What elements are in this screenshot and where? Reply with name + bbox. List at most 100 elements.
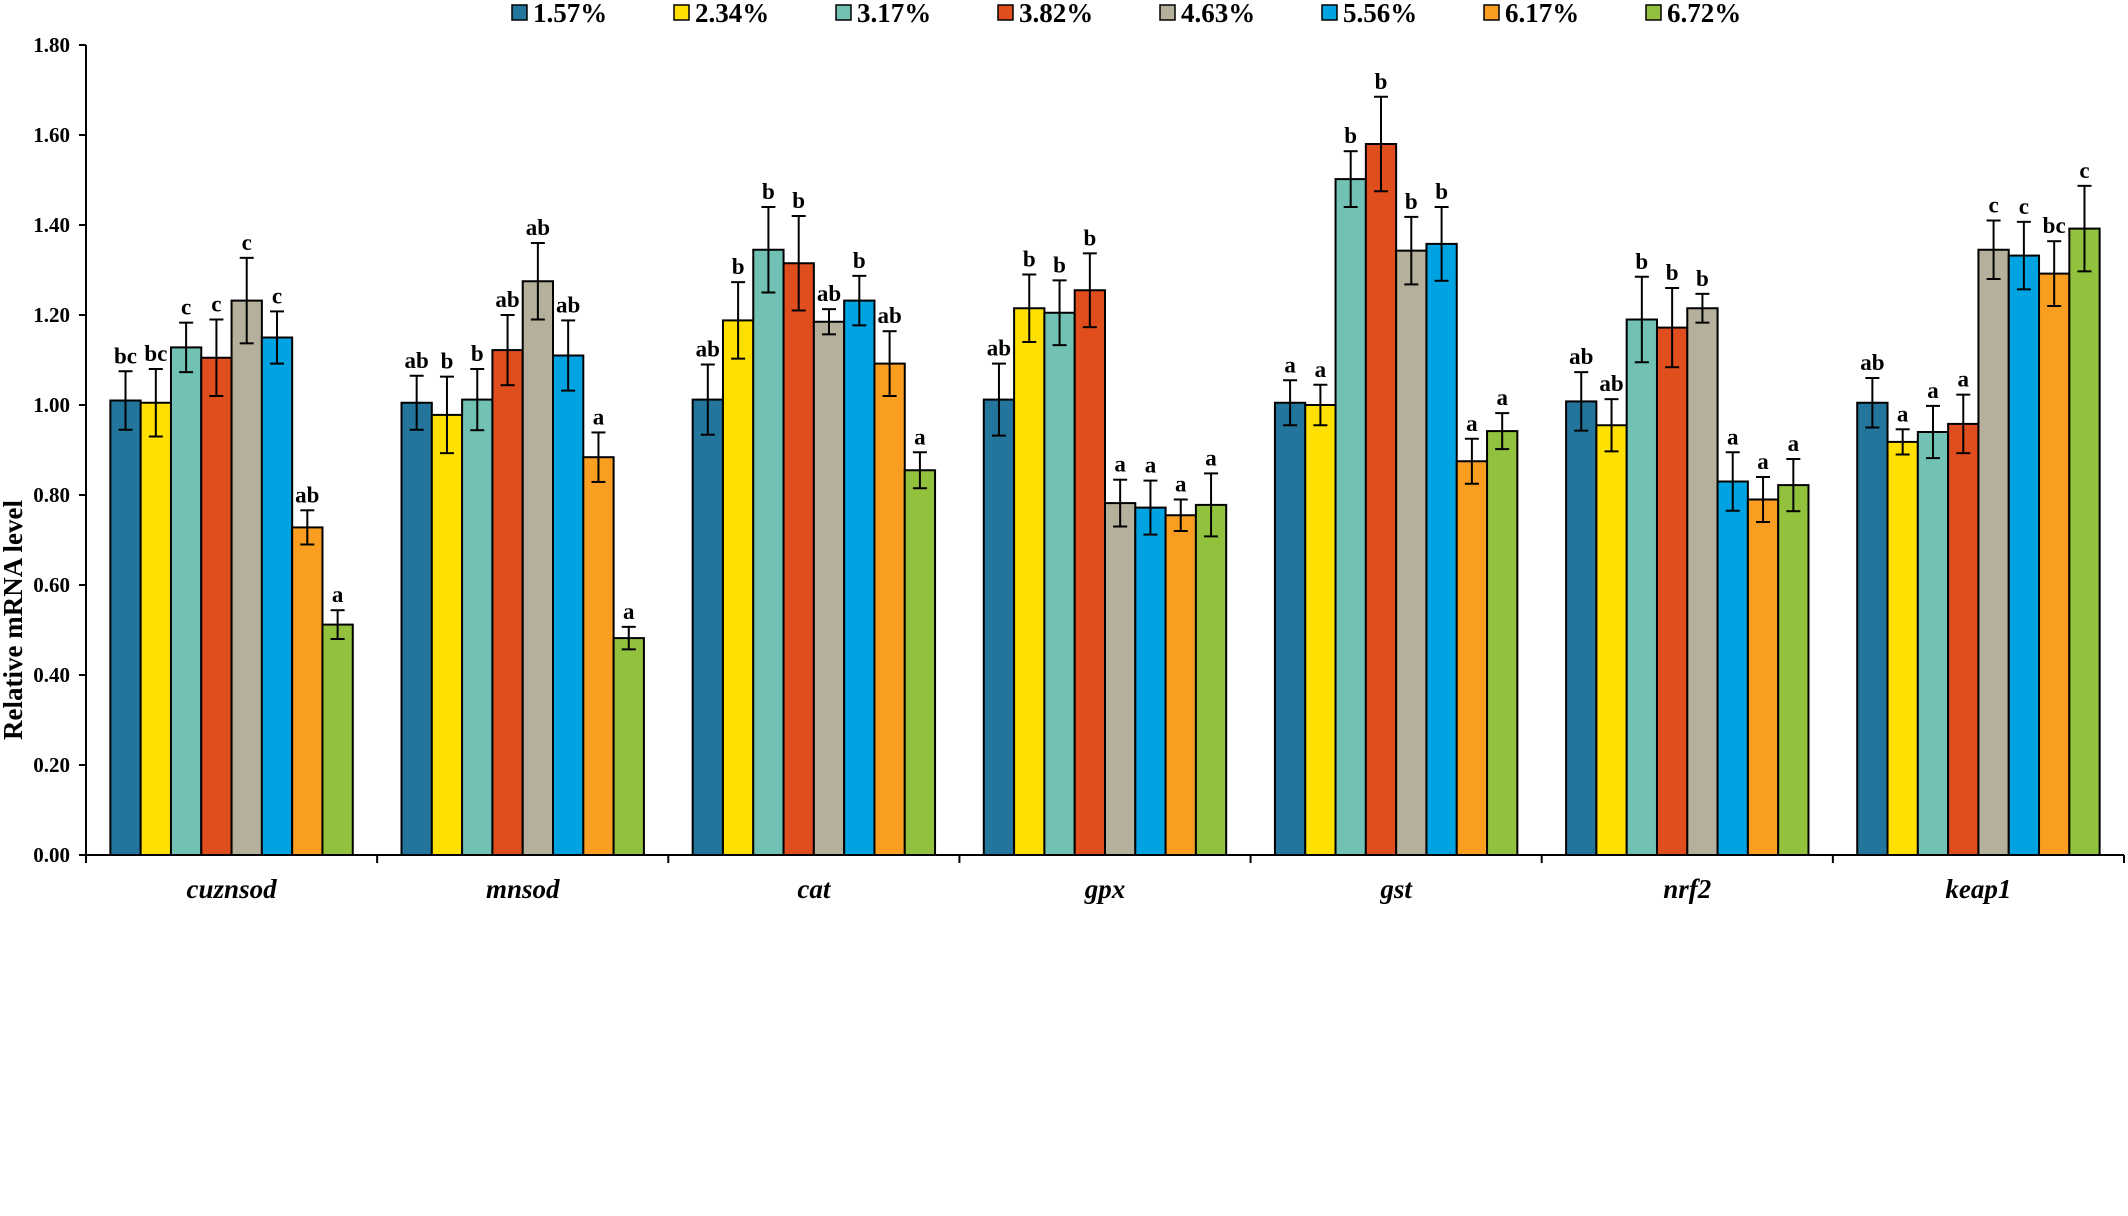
significance-label: a — [1757, 449, 1769, 474]
significance-label: a — [593, 404, 605, 429]
bar — [721, 319, 755, 856]
y-tick-label: 1.00 — [33, 393, 70, 417]
bar — [2038, 272, 2071, 857]
bar — [1716, 480, 1749, 856]
bar — [1395, 249, 1428, 856]
y-tick-label: 1.60 — [33, 123, 70, 147]
legend-label: 1.57% — [533, 0, 607, 28]
significance-label: c — [272, 283, 282, 308]
bar — [139, 401, 172, 856]
significance-label: b — [853, 248, 866, 273]
bar — [1486, 430, 1519, 856]
bar — [1104, 502, 1137, 856]
significance-label: a — [623, 599, 635, 624]
x-category-label: cuznsod — [187, 874, 278, 904]
bar — [1425, 242, 1458, 856]
significance-label: b — [792, 188, 805, 213]
significance-label: a — [1145, 453, 1157, 478]
significance-label: b — [1435, 179, 1448, 204]
legend-label: 5.56% — [1343, 0, 1417, 28]
significance-label: b — [1696, 266, 1709, 291]
bar — [812, 320, 846, 856]
significance-label: ab — [1860, 350, 1884, 375]
significance-label: a — [914, 424, 926, 449]
legend-label: 3.17% — [857, 0, 931, 28]
x-category-label: mnsod — [486, 874, 560, 904]
bar — [430, 413, 464, 856]
bar — [1777, 484, 1810, 856]
bar — [200, 356, 233, 856]
significance-label: a — [1175, 472, 1187, 497]
significance-label: b — [1635, 249, 1648, 274]
legend-label: 6.17% — [1505, 0, 1579, 28]
significance-label: a — [332, 582, 344, 607]
bar — [1655, 326, 1689, 857]
bar — [321, 623, 354, 856]
legend-swatch — [511, 4, 528, 21]
y-tick-label: 0.40 — [33, 663, 70, 687]
bar — [1916, 431, 1950, 856]
significance-label: b — [1375, 69, 1388, 94]
bar — [1686, 307, 1719, 856]
significance-label: a — [1897, 401, 1909, 426]
bar — [612, 637, 645, 856]
bar — [1073, 289, 1106, 856]
legend-swatch — [1645, 4, 1662, 21]
significance-label: ab — [817, 281, 841, 306]
y-axis-title: Relative mRNA level — [0, 500, 28, 740]
legend-label: 6.72% — [1667, 0, 1741, 28]
x-category-label: gpx — [1084, 874, 1126, 904]
bar — [843, 299, 876, 857]
significance-label: b — [732, 254, 745, 279]
significance-label: b — [1083, 225, 1096, 250]
bar — [2007, 254, 2041, 857]
bar — [1947, 422, 1980, 856]
bar — [461, 398, 494, 856]
bar — [1565, 400, 1598, 856]
significance-label: c — [181, 295, 191, 320]
bar — [982, 398, 1016, 856]
x-category-label: cat — [797, 874, 831, 904]
significance-label: bc — [144, 341, 167, 366]
bar — [1334, 178, 1367, 857]
bar — [1364, 143, 1398, 856]
significance-label: ab — [556, 292, 580, 317]
bar — [169, 346, 203, 856]
y-tick-label: 1.40 — [33, 213, 70, 237]
legend-swatch — [835, 4, 852, 21]
significance-label: a — [1727, 424, 1739, 449]
significance-label: b — [762, 179, 775, 204]
significance-label: ab — [696, 337, 720, 362]
significance-label: ab — [1569, 344, 1593, 369]
significance-label: a — [1284, 352, 1296, 377]
significance-label: b — [441, 349, 454, 374]
bar — [552, 354, 585, 856]
y-tick-label: 0.20 — [33, 753, 70, 777]
bar — [1164, 514, 1197, 856]
significance-label: c — [2079, 158, 2089, 183]
significance-label: bc — [114, 343, 137, 368]
bar — [1595, 424, 1628, 856]
bar — [1886, 440, 1919, 856]
y-axis: 0.00 0.20 0.40 0.60 0.80 1.00 1.20 1.40 1.60 1.80 — [33, 33, 87, 867]
bar — [582, 456, 615, 856]
bar — [1273, 401, 1307, 856]
legend-label: 2.34% — [695, 0, 769, 28]
significance-label: b — [1666, 260, 1679, 285]
bar — [230, 299, 263, 857]
significance-label: a — [1788, 431, 1800, 456]
bar — [1625, 318, 1658, 856]
bar — [1856, 401, 1889, 856]
significance-label: ab — [526, 215, 550, 240]
significance-label: c — [2019, 194, 2029, 219]
significance-label: b — [1053, 252, 1066, 277]
bar — [291, 526, 324, 857]
legend-label: 3.82% — [1019, 0, 1093, 28]
bar — [109, 399, 142, 856]
significance-label: ab — [877, 303, 901, 328]
legend-swatch — [673, 4, 690, 21]
significance-label: ab — [987, 336, 1011, 361]
bar — [691, 398, 724, 856]
x-axis: cuznsod mnsod cat gpx gst nrf2 keap1 — [85, 854, 2125, 904]
